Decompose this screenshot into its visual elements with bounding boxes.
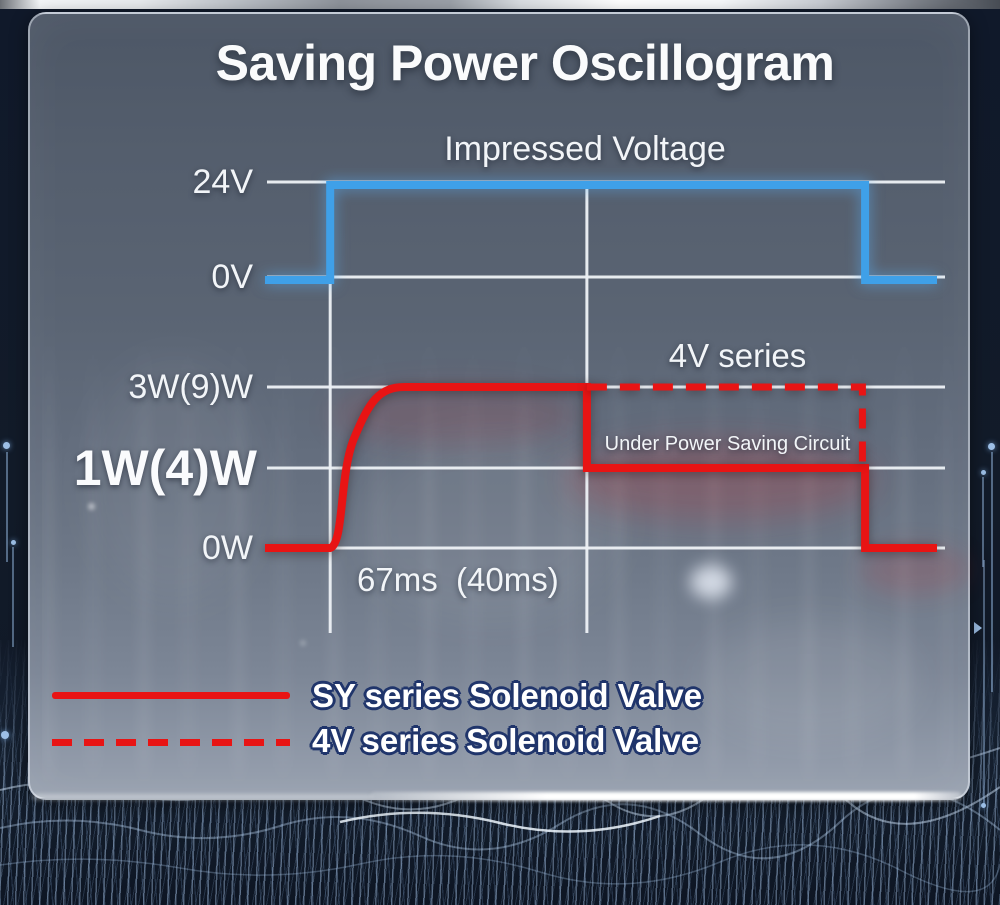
bright-blob bbox=[690, 565, 732, 599]
circuit-dot bbox=[3, 442, 10, 449]
circuit-line bbox=[991, 452, 993, 692]
circuit-dot bbox=[1, 731, 9, 739]
legend-label-sy-series: SY series Solenoid Valve bbox=[312, 677, 703, 714]
legend-dashed-line-swatch bbox=[52, 739, 290, 746]
red-glow bbox=[860, 545, 970, 595]
axis-label-24v: 24V bbox=[192, 163, 254, 201]
page-title: Saving Power Oscillogram bbox=[215, 35, 835, 91]
circuit-line bbox=[12, 547, 14, 647]
red-glow bbox=[330, 385, 580, 445]
circuit-dot bbox=[981, 470, 986, 475]
gloss-reflection bbox=[370, 792, 962, 801]
axis-label-1w4w: 1W(4)W bbox=[73, 440, 257, 496]
circuit-dot bbox=[11, 540, 16, 545]
circuit-dot bbox=[988, 443, 995, 450]
light-blob bbox=[700, 620, 920, 740]
sparkle-dot bbox=[214, 476, 219, 481]
axis-label-3w9w: 3W(9)W bbox=[128, 368, 253, 406]
axis-label-0v: 0V bbox=[211, 258, 253, 296]
timing-annotation: 67ms (40ms) bbox=[357, 561, 559, 598]
light-blob bbox=[90, 360, 260, 600]
circuit-line bbox=[982, 477, 984, 567]
metallic-top-edge bbox=[0, 0, 1000, 9]
sparkle-dot bbox=[88, 503, 95, 510]
legend-solid-line-swatch bbox=[52, 692, 290, 699]
sparkle-dot bbox=[300, 640, 306, 646]
legend-label-4v-series: 4V series Solenoid Valve bbox=[312, 722, 700, 759]
series-4v-label: 4V series bbox=[668, 337, 807, 374]
gloss-reflection bbox=[32, 794, 372, 800]
circuit-line bbox=[6, 452, 8, 562]
axis-label-0w: 0W bbox=[202, 529, 253, 567]
circuit-arrow-icon bbox=[974, 622, 982, 634]
circuit-dot bbox=[981, 803, 986, 808]
voltage-chart-title: Impressed Voltage bbox=[444, 130, 726, 168]
power-saving-note: Under Power Saving Circuit bbox=[604, 433, 851, 455]
circuit-line bbox=[983, 560, 985, 805]
